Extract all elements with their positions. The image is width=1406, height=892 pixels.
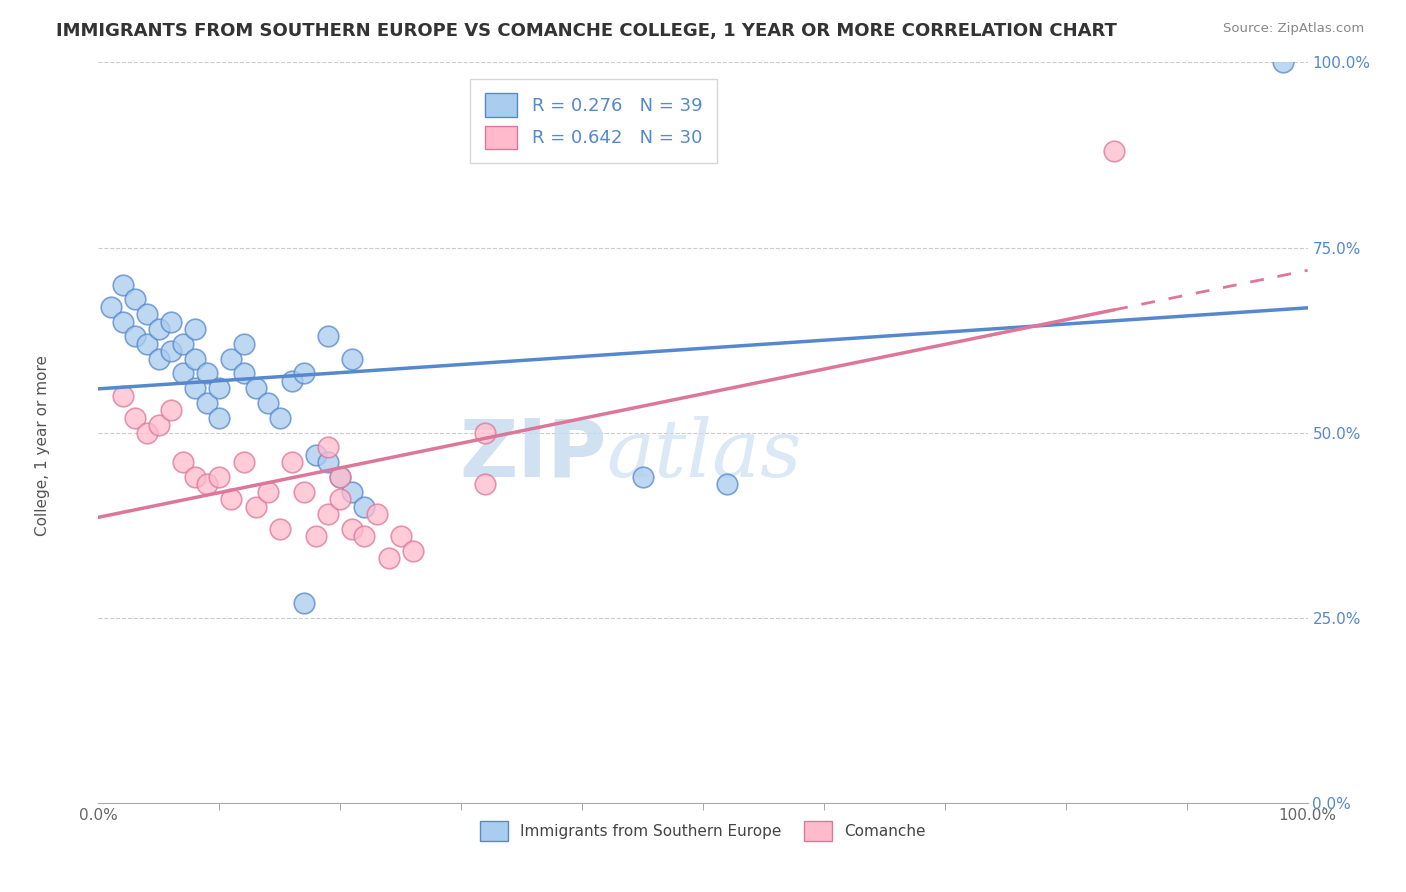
Point xyxy=(1272,55,1295,70)
Point xyxy=(148,418,170,433)
Point xyxy=(208,410,231,425)
Point xyxy=(172,336,194,351)
Point xyxy=(135,425,157,440)
Text: IMMIGRANTS FROM SOUTHERN EUROPE VS COMANCHE COLLEGE, 1 YEAR OR MORE CORRELATION : IMMIGRANTS FROM SOUTHERN EUROPE VS COMAN… xyxy=(56,22,1118,40)
Point xyxy=(292,596,315,610)
Point xyxy=(172,455,194,469)
Point xyxy=(124,293,146,307)
Point xyxy=(160,314,183,328)
Point xyxy=(474,425,496,440)
Point xyxy=(124,329,146,343)
Point xyxy=(208,381,231,395)
Point xyxy=(256,484,278,499)
Point xyxy=(160,403,183,417)
Point xyxy=(232,455,254,469)
Point xyxy=(135,336,157,351)
Point xyxy=(631,470,654,484)
Point xyxy=(269,410,291,425)
Point xyxy=(195,367,218,381)
Point xyxy=(402,544,425,558)
Point xyxy=(353,529,375,543)
Point xyxy=(195,396,218,410)
Point xyxy=(221,492,243,507)
Point xyxy=(269,522,291,536)
Point xyxy=(148,351,170,366)
Point xyxy=(329,470,352,484)
Point xyxy=(100,300,122,314)
Point xyxy=(172,367,194,381)
Point xyxy=(474,477,496,491)
Point xyxy=(111,277,134,292)
Point xyxy=(111,388,134,402)
Point xyxy=(329,492,352,507)
Point xyxy=(389,529,412,543)
Text: College, 1 year or more: College, 1 year or more xyxy=(35,356,49,536)
Point xyxy=(292,484,315,499)
Point xyxy=(184,381,207,395)
Text: ZIP: ZIP xyxy=(458,416,606,494)
Point xyxy=(184,322,207,336)
Point xyxy=(195,477,218,491)
Point xyxy=(281,455,304,469)
Point xyxy=(342,351,364,366)
Point xyxy=(232,367,254,381)
Point xyxy=(232,336,254,351)
Legend: Immigrants from Southern Europe, Comanche: Immigrants from Southern Europe, Comanch… xyxy=(474,815,932,847)
Point xyxy=(124,410,146,425)
Point xyxy=(342,484,364,499)
Point xyxy=(377,551,399,566)
Point xyxy=(342,522,364,536)
Point xyxy=(1102,145,1125,159)
Point xyxy=(292,367,315,381)
Point xyxy=(316,329,339,343)
Point xyxy=(305,529,328,543)
Point xyxy=(111,314,134,328)
Point xyxy=(221,351,243,366)
Point xyxy=(148,322,170,336)
Point xyxy=(208,470,231,484)
Point xyxy=(245,381,267,395)
Point xyxy=(366,507,388,521)
Point xyxy=(281,374,304,388)
Text: Source: ZipAtlas.com: Source: ZipAtlas.com xyxy=(1223,22,1364,36)
Point xyxy=(184,470,207,484)
Point xyxy=(353,500,375,514)
Point xyxy=(245,500,267,514)
Point xyxy=(160,344,183,359)
Text: atlas: atlas xyxy=(606,416,801,493)
Point xyxy=(316,507,339,521)
Point xyxy=(316,441,339,455)
Point xyxy=(716,477,738,491)
Point xyxy=(305,448,328,462)
Point xyxy=(135,307,157,321)
Point xyxy=(316,455,339,469)
Point xyxy=(329,470,352,484)
Point xyxy=(256,396,278,410)
Point xyxy=(184,351,207,366)
